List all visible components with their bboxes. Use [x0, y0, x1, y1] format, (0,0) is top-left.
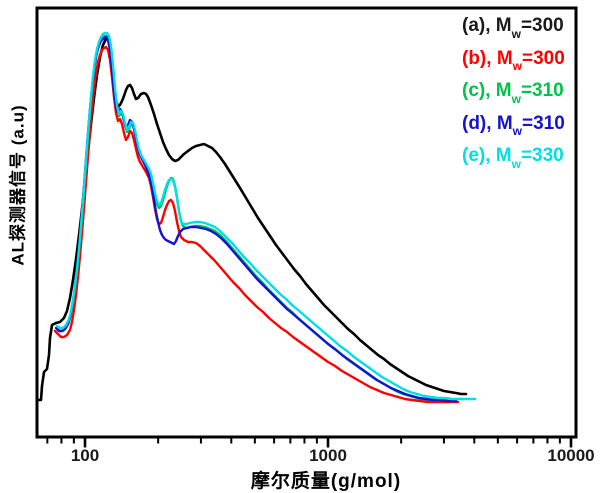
plot-frame [35, 6, 578, 439]
x-tick-label: 100 [71, 446, 99, 465]
legend-item-text: (a), M [462, 15, 512, 36]
legend-item-text: (d), M [462, 112, 513, 134]
x-tick-label: 10000 [547, 446, 594, 465]
legend-item-text: (e), M [462, 145, 512, 166]
y-axis-title: AL探测器信号 (a.u) [8, 104, 28, 266]
legend-item-subscript: w [511, 26, 521, 41]
series-curve-b [53, 45, 460, 404]
legend-item-value: =330 [520, 145, 564, 166]
x-tick-labels: 100 1000 10000 [71, 446, 595, 465]
legend-item-value: =310 [522, 112, 565, 134]
legend: (a), Mw=300 (b), Mw=300 (c), Mw=310 (d), Mw… [462, 13, 565, 176]
legend-item-b: (b), Mw=300 [462, 46, 565, 79]
legend-item-subscript: w [511, 156, 521, 171]
legend-item-subscript: w [512, 59, 522, 74]
series-curve-a [35, 36, 468, 402]
legend-item-text: (c), M [462, 80, 512, 101]
legend-item-d: (d), Mw=310 [462, 111, 565, 144]
x-axis-title: 摩尔质量(g/mol) [250, 471, 402, 492]
x-tick-label: 1000 [309, 446, 347, 465]
series-curve-e [55, 31, 477, 401]
frame-rect [35, 6, 578, 439]
legend-item-e: (e), Mw=330 [462, 143, 565, 176]
legend-item-subscript: w [511, 91, 521, 106]
x-ticks [46, 438, 573, 448]
legend-item-subscript: w [512, 124, 522, 139]
legend-item-c: (c), Mw=310 [462, 78, 565, 111]
legend-item-value: =310 [520, 80, 564, 101]
legend-item-text: (b), M [462, 47, 513, 69]
curves [35, 31, 477, 404]
legend-item-a: (a), Mw=300 [462, 13, 565, 46]
legend-item-value: =300 [522, 47, 565, 69]
legend-item-value: =300 [520, 15, 564, 36]
